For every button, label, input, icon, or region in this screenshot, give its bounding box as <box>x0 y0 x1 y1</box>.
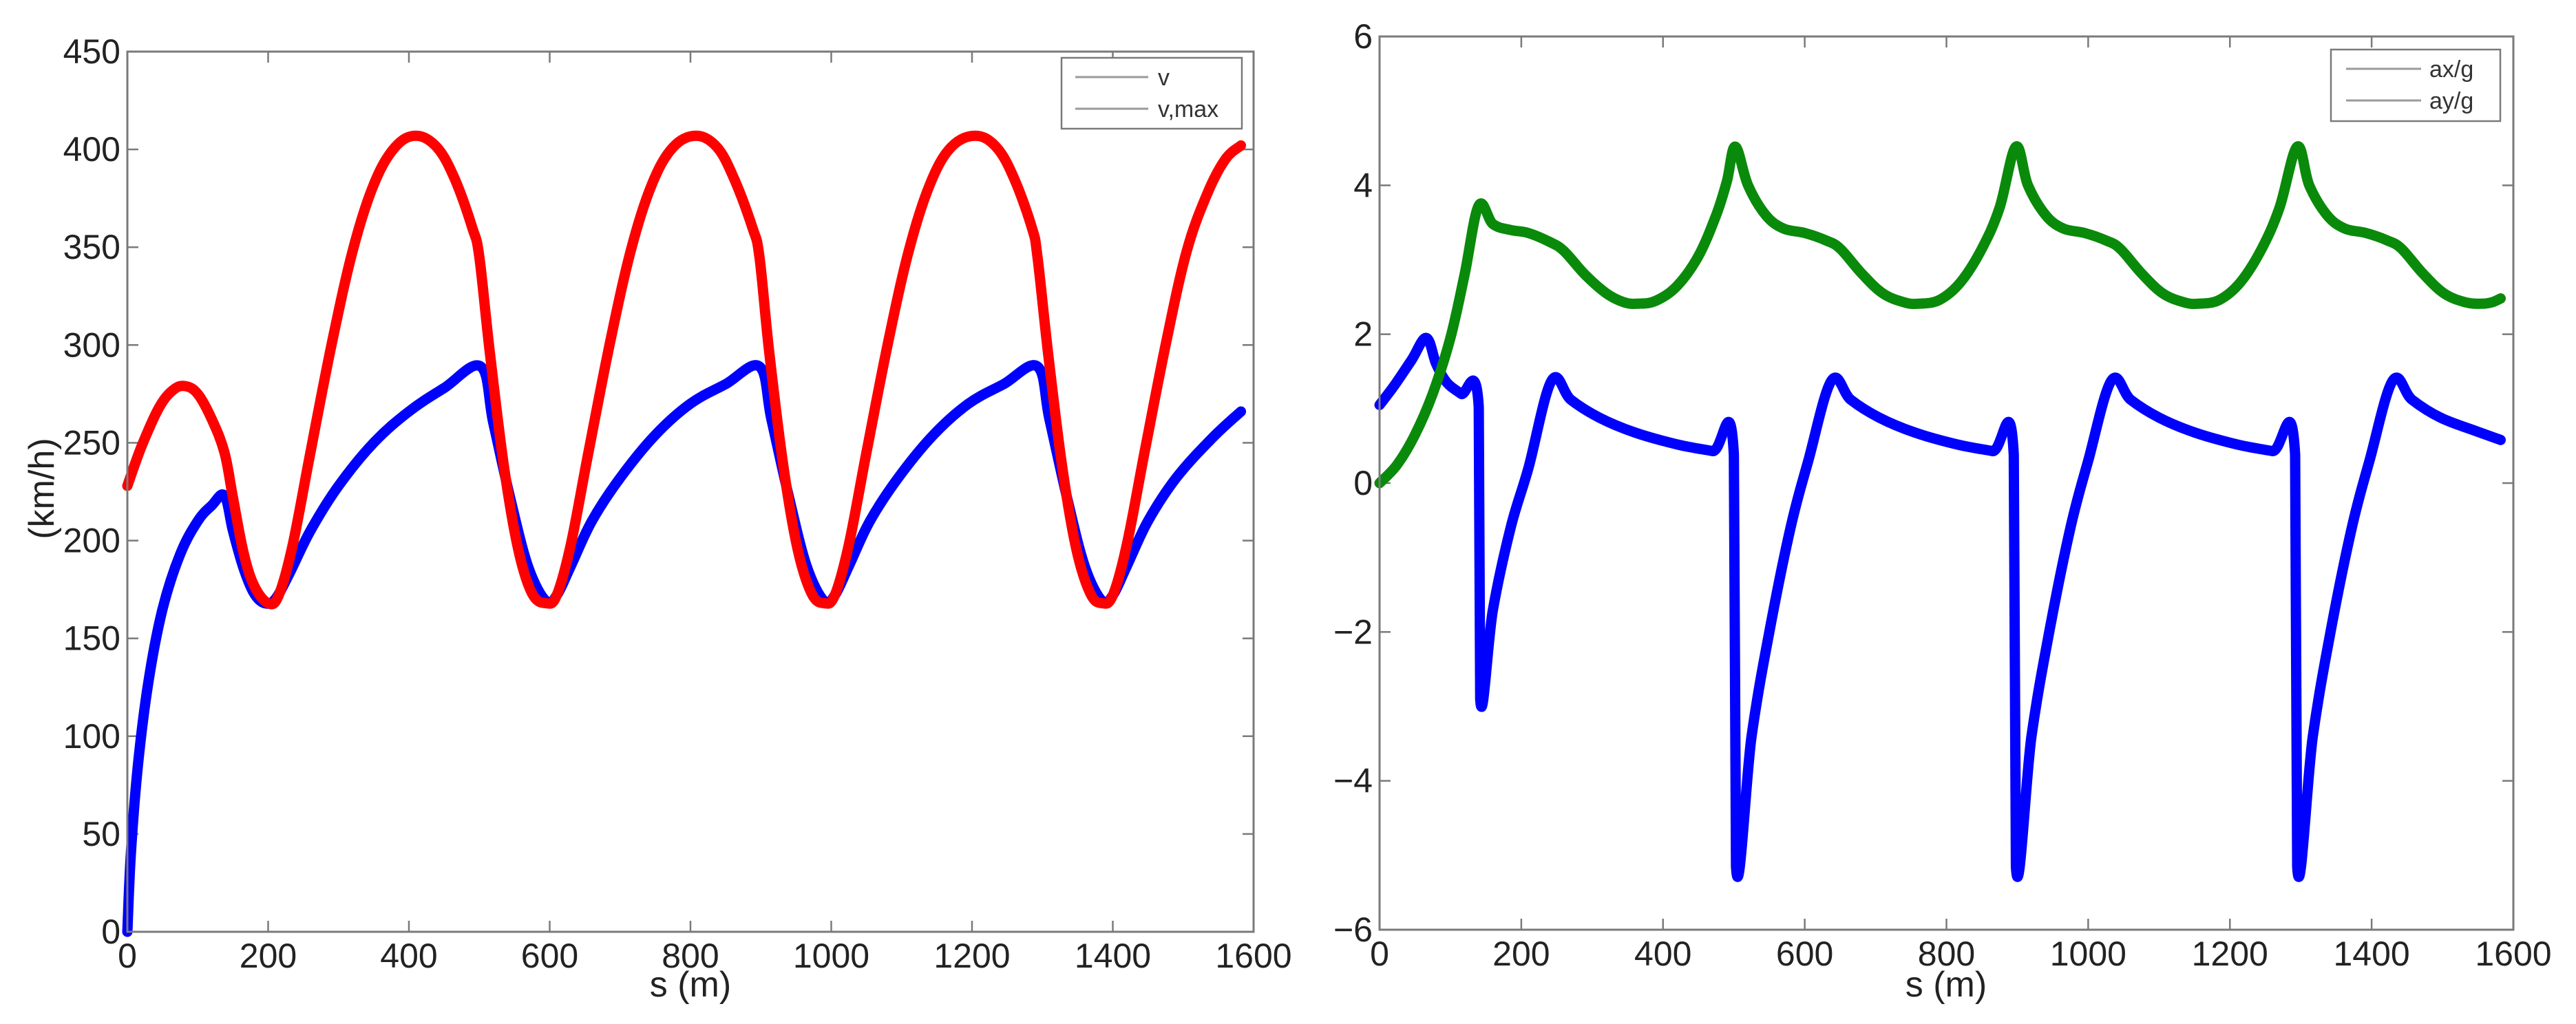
speed-chart-series-v-max <box>122 130 1247 610</box>
y-tick-label: 250 <box>63 423 120 462</box>
y-tick-label: 400 <box>63 130 120 169</box>
y-tick-label: 4 <box>1353 166 1373 204</box>
acceleration-chart-x-axis-label: s (m) <box>1905 965 1987 1005</box>
y-tick-label: 2 <box>1353 315 1373 354</box>
legend-label-ay: ay/g <box>2429 88 2473 114</box>
x-tick-label: 800 <box>1918 935 1975 973</box>
x-tick-label: 1600 <box>1215 937 1291 975</box>
x-tick-label: 0 <box>1370 935 1389 973</box>
y-tick-label: −2 <box>1333 612 1373 651</box>
legend-box <box>2330 48 2502 122</box>
speed-chart-series <box>122 130 1247 937</box>
acceleration-chart: 0 200 400 600 800 1000 1200 1400 1600−6−4−20246 … <box>1333 17 2552 1005</box>
x-tick-label: 1000 <box>793 937 869 975</box>
speed-chart: 0 200 400 600 800 1000 1200 1400 1600 0 50 100 150 20… <box>0 0 1294 1024</box>
speed-chart-background <box>0 0 1294 1024</box>
y-tick-label: 0 <box>101 913 120 951</box>
legend-box <box>1060 56 1243 130</box>
legend-label-v: v <box>1158 65 1170 91</box>
y-tick-label: 450 <box>63 32 120 71</box>
x-tick-label: 400 <box>1634 935 1691 973</box>
y-tick-label: 300 <box>63 326 120 364</box>
x-tick-label: 1400 <box>2334 935 2410 973</box>
y-tick-label: 0 <box>1353 464 1373 502</box>
speed-chart-ticks: 0 200 400 600 800 1000 1200 1400 1600 0 50 100 150 20… <box>63 32 1292 975</box>
x-tick-label: 200 <box>1492 935 1550 973</box>
y-tick-label: 50 <box>82 815 120 853</box>
speed-chart-y-axis-label: (km/h) <box>22 438 62 539</box>
y-tick-label: 100 <box>63 717 120 756</box>
speed-chart-legend: v v,max <box>1060 56 1243 130</box>
x-tick-label: 1000 <box>2050 935 2126 973</box>
acceleration-chart-legend: ax/g ay/g <box>2330 48 2502 122</box>
x-tick-label: 400 <box>380 937 437 975</box>
y-tick-label: 150 <box>63 619 120 658</box>
speed-chart-series-v <box>122 360 1247 937</box>
x-tick-label: 600 <box>1776 935 1833 973</box>
x-tick-label: 1400 <box>1075 937 1151 975</box>
legend-label-v-max: v,max <box>1158 96 1218 122</box>
acceleration-chart-ticks: 0 200 400 600 800 1000 1200 1400 1600 −6 −4 −2 0 2 4 6 <box>1333 17 2552 973</box>
acceleration-chart-series-ay-g <box>1374 141 2506 489</box>
x-tick-label: 1600 <box>2475 935 2551 973</box>
x-tick-label: 0 <box>118 937 137 975</box>
x-tick-label: 600 <box>521 937 578 975</box>
acceleration-chart-axes-frame <box>1378 35 2515 931</box>
x-tick-label: 200 <box>240 937 297 975</box>
y-tick-label: −6 <box>1333 910 1373 949</box>
y-tick-label: 350 <box>63 228 120 266</box>
speed-chart-x-axis-label: s (m) <box>650 965 731 1005</box>
y-tick-label: −4 <box>1333 762 1373 800</box>
acceleration-chart-series <box>1374 141 2506 882</box>
x-tick-label: 1200 <box>2192 935 2268 973</box>
legend-label-ax: ax/g <box>2429 56 2473 83</box>
speed-chart-axes-frame <box>126 50 1255 933</box>
acceleration-chart-series-ax-g <box>1374 332 2506 882</box>
y-tick-label: 200 <box>63 522 120 560</box>
x-tick-label: 800 <box>662 937 719 975</box>
x-tick-label: 1200 <box>933 937 1010 975</box>
y-tick-label: 6 <box>1353 17 1373 56</box>
